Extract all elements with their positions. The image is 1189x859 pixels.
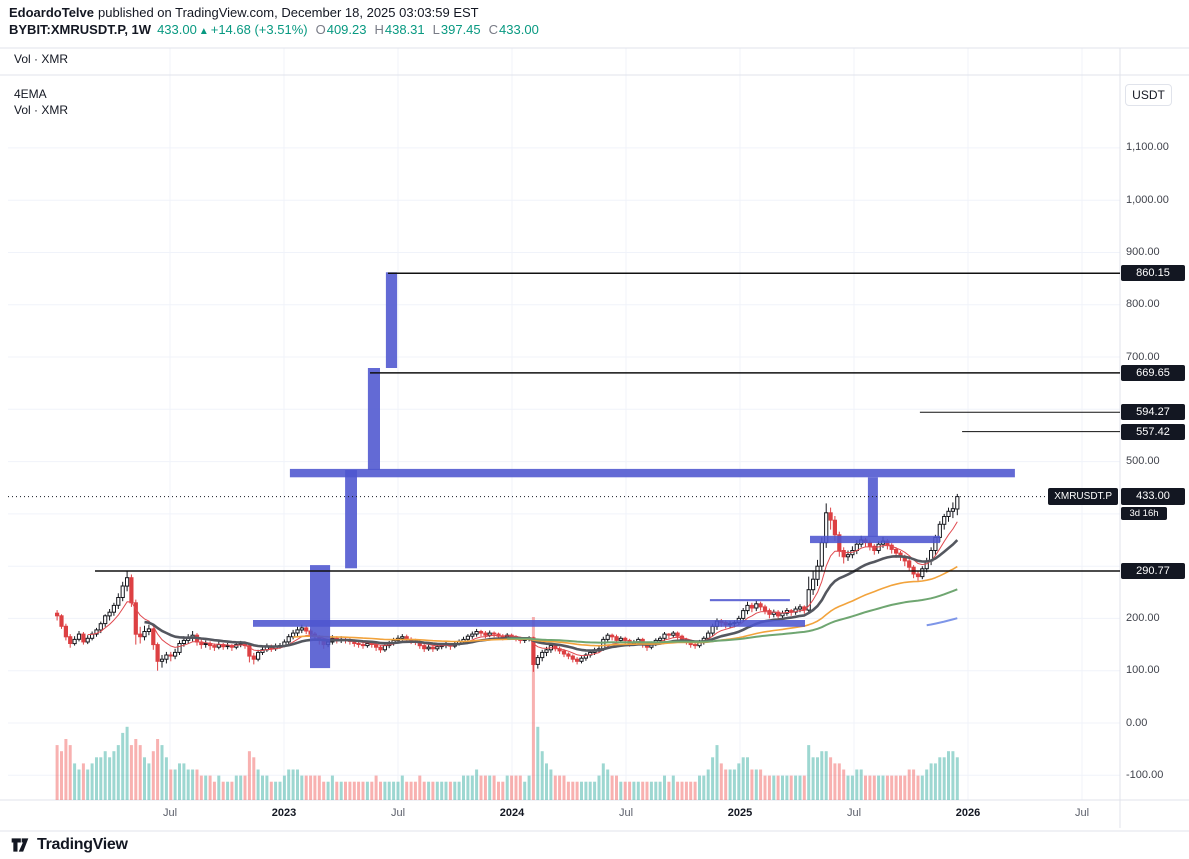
ladder-box-3[interactable] bbox=[367, 368, 380, 470]
header-symbol-row: BYBIT:XMRUSDT.P, 1W 433.00 ▲ +14.68 (+3.51%… bbox=[9, 22, 539, 37]
price-change: +14.68 (+3.51%) bbox=[210, 22, 308, 37]
candles-layer bbox=[55, 493, 960, 672]
ema-55-line bbox=[293, 565, 958, 647]
line-235[interactable] bbox=[709, 599, 790, 602]
band-480[interactable] bbox=[289, 468, 1015, 478]
ohlc-values: O409.23 H438.31 L397.45 C433.00 bbox=[308, 22, 539, 37]
symbol-title[interactable]: BYBIT:XMRUSDT.P, 1W bbox=[9, 22, 152, 37]
volume-pane-legend[interactable]: Vol · XMR bbox=[14, 52, 69, 66]
close-label: C bbox=[488, 22, 499, 37]
ema-indicator-legend[interactable]: 4EMA bbox=[14, 87, 47, 101]
price-axis-label: 1,100.00 bbox=[1126, 141, 1169, 154]
tradingview-wordmark[interactable]: TradingView bbox=[37, 836, 128, 853]
ema-104-line bbox=[507, 588, 958, 644]
high-label: H bbox=[374, 22, 384, 37]
ema-21-line bbox=[144, 539, 959, 652]
time-axis-label: 2023 bbox=[271, 807, 297, 819]
price-axis-label: -100.00 bbox=[1126, 768, 1164, 781]
time-axis-label: Jul bbox=[1074, 807, 1090, 819]
time-axis-label: Jul bbox=[846, 807, 862, 819]
connector-box[interactable] bbox=[867, 477, 878, 537]
volume-bars bbox=[55, 617, 959, 800]
time-axis-label: 2026 bbox=[955, 807, 981, 819]
time-axis-label: Jul bbox=[618, 807, 634, 819]
price-axis-label: 900.00 bbox=[1126, 245, 1160, 258]
ladder-box-1[interactable] bbox=[310, 565, 331, 669]
up-arrow-icon: ▲ bbox=[198, 26, 209, 37]
price-level-badge: 860.15 bbox=[1121, 265, 1185, 282]
price-level-badge: 557.42 bbox=[1121, 423, 1185, 440]
low-value: 397.45 bbox=[440, 22, 481, 37]
currency-toggle-button[interactable]: USDT bbox=[1125, 84, 1172, 106]
symbol-price-badge: XMRUSDT.P bbox=[1048, 488, 1118, 505]
price-level-badge: 594.27 bbox=[1121, 404, 1185, 421]
price-axis-label: 0.00 bbox=[1126, 716, 1148, 729]
tradingview-logo-icon bbox=[11, 838, 29, 852]
time-axis-label: Jul bbox=[390, 807, 406, 819]
high-value: 438.31 bbox=[384, 22, 425, 37]
price-axis-label: 800.00 bbox=[1126, 298, 1160, 311]
author-name[interactable]: EdoardoTelve bbox=[9, 5, 95, 20]
close-value: 433.00 bbox=[499, 22, 539, 37]
price-axis-label: 500.00 bbox=[1126, 455, 1160, 468]
price-axis-label: 200.00 bbox=[1126, 611, 1160, 624]
countdown-badge: 3d 16h bbox=[1121, 507, 1167, 520]
ema-200-line bbox=[926, 617, 958, 627]
level-lines bbox=[95, 272, 1120, 572]
open-value: 409.23 bbox=[326, 22, 367, 37]
grid-layer bbox=[8, 48, 1120, 800]
price-level-badge: 290.77 bbox=[1121, 562, 1185, 579]
open-label: O bbox=[315, 22, 326, 37]
ladder-box-2[interactable] bbox=[345, 470, 357, 569]
price-axis-label: 700.00 bbox=[1126, 350, 1160, 363]
footer: TradingView bbox=[10, 835, 128, 855]
price-axis-label: 100.00 bbox=[1126, 664, 1160, 677]
tradingview-logo[interactable] bbox=[10, 835, 30, 855]
band-190[interactable] bbox=[253, 620, 805, 627]
low-label: L bbox=[432, 22, 440, 37]
volume-overlay-legend[interactable]: Vol · XMR bbox=[14, 103, 69, 117]
price-axis-label: 1,000.00 bbox=[1126, 193, 1169, 206]
last-price: 433.00 bbox=[157, 22, 197, 37]
drawing-rectangles bbox=[253, 272, 1015, 669]
current-price-badge: 433.00 bbox=[1121, 488, 1185, 505]
published-text: published on TradingView.com, December 1… bbox=[98, 5, 479, 20]
band-350[interactable] bbox=[810, 535, 940, 544]
chart-borders bbox=[0, 47, 1189, 832]
time-axis-label: 2025 bbox=[727, 807, 753, 819]
ladder-box-4[interactable] bbox=[385, 272, 398, 368]
time-axis-label: 2024 bbox=[499, 807, 525, 819]
header-byline: EdoardoTelve published on TradingView.com… bbox=[9, 5, 479, 20]
price-level-badge: 669.65 bbox=[1121, 364, 1185, 381]
time-axis-label: Jul bbox=[162, 807, 178, 819]
